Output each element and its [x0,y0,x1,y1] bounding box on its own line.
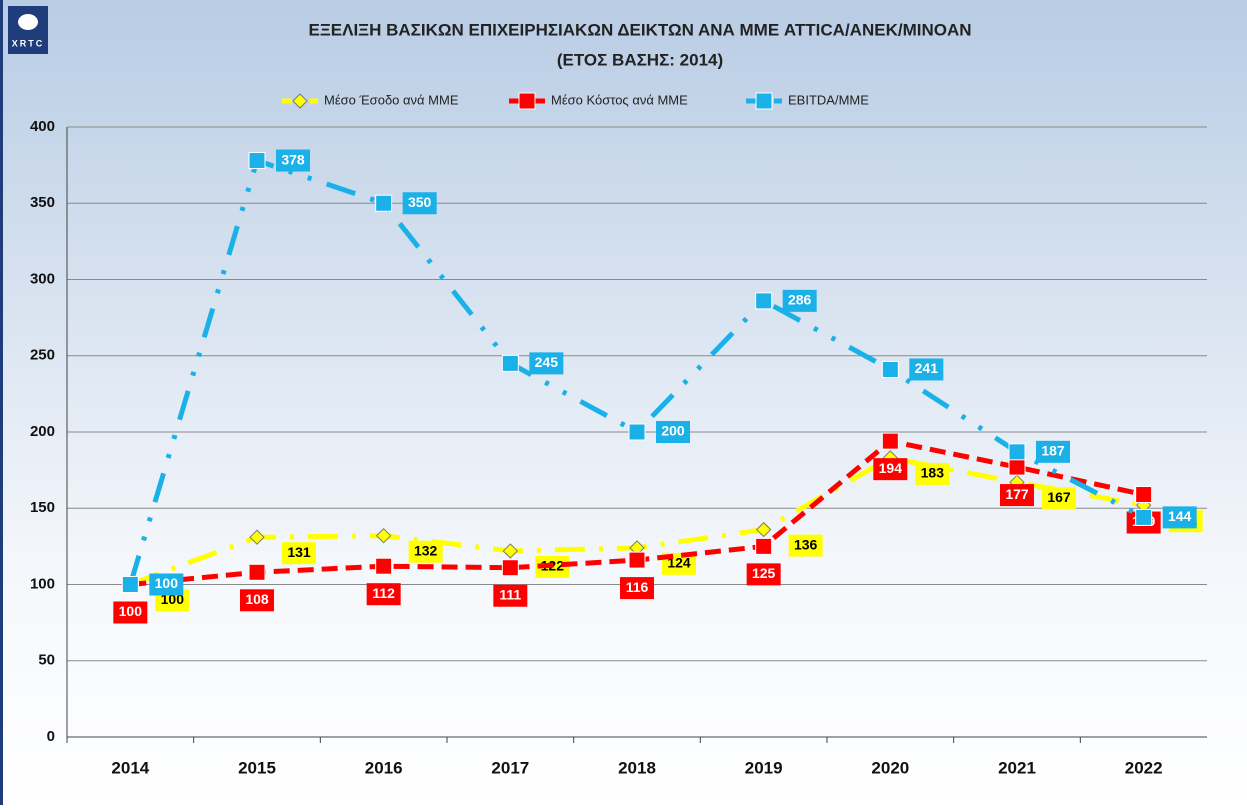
data-label: 131 [287,544,311,560]
label-box [529,352,564,375]
data-label: 112 [372,585,395,601]
data-point [628,551,646,569]
x-tick-label: 2014 [111,758,149,777]
label-box [282,542,316,565]
y-tick-label: 400 [30,118,55,135]
data-point [248,152,266,170]
data-point [755,292,773,310]
legend-label: Μέσο Κόστος ανά ΜΜΕ [551,92,688,107]
label-box [276,149,310,172]
label-box [656,421,690,443]
label-box [1162,506,1197,529]
x-tick-label: 2019 [745,758,783,777]
data-label: 286 [788,292,812,308]
data-label: 194 [879,460,903,476]
x-tick-label: 2020 [871,758,909,777]
data-point [501,354,519,372]
label-box [915,462,950,485]
label-box [873,458,908,481]
data-label: 144 [1168,508,1192,524]
data-label: 100 [119,603,143,619]
y-tick-label: 350 [30,194,55,211]
chart-subtitle: (ΕΤΟΣ ΒΑΣΗΣ: 2014) [557,50,723,69]
data-label: 108 [245,591,269,607]
label-box [402,192,437,215]
data-point [375,557,393,575]
data-label: 100 [155,575,179,591]
label-box [493,584,528,607]
data-point [249,529,265,545]
data-point [881,432,899,450]
data-point [121,576,139,593]
x-tick-label: 2017 [491,758,529,777]
label-box [149,573,184,596]
label-box [408,540,443,563]
label-box [1000,484,1034,507]
data-point [1008,458,1026,476]
label-box [1042,487,1076,510]
y-tick-label: 150 [30,499,55,516]
data-label: 378 [281,151,305,167]
x-tick-label: 2021 [998,758,1036,777]
data-point [755,521,772,538]
legend-label: EBITDA/ΜΜΕ [788,92,869,107]
legend-marker [518,92,536,110]
data-label: 187 [1041,443,1065,459]
data-label: 136 [794,536,818,552]
data-label: 183 [921,465,945,481]
data-point [1135,508,1153,526]
legend-label: Μέσο Έσοδο ανά ΜΜΕ [324,92,459,107]
label-box [240,589,274,612]
label-box [788,534,823,557]
label-box [113,601,148,624]
data-point [248,563,266,581]
data-point [628,423,646,441]
x-tick-label: 2018 [618,758,656,777]
data-label: 241 [915,360,939,376]
data-point [375,194,393,212]
y-tick-label: 300 [30,270,55,287]
data-label: 132 [414,542,438,558]
data-label: 167 [1047,489,1071,505]
logo-text: XRTC [12,38,45,48]
data-label: 350 [408,194,432,210]
legend-marker [292,93,308,109]
x-tick-label: 2016 [365,758,403,777]
x-tick-label: 2022 [1125,758,1163,777]
data-label: 245 [535,354,559,370]
data-label: 177 [1005,486,1029,502]
y-tick-label: 200 [30,423,55,440]
data-label: 125 [752,565,776,581]
label-box [1036,440,1070,463]
legend-marker [755,92,773,110]
border [0,0,3,805]
data-point [755,537,773,555]
data-label: 200 [661,423,685,439]
y-tick-label: 50 [38,652,55,669]
y-tick-label: 100 [30,575,55,592]
chart-title: ΕΞΕΛΙΞΗ ΒΑΣΙΚΩΝ ΕΠΙΧΕΙΡΗΣΙΑΚΩΝ ΔΕΙΚΤΩΝ Α… [308,20,971,39]
data-point [375,527,392,544]
label-box [746,563,781,586]
data-point [1008,443,1026,461]
data-label: 116 [626,579,649,595]
data-point [881,360,899,378]
data-point [501,559,519,577]
x-tick-label: 2015 [238,758,276,777]
label-box [366,583,401,606]
label-box [782,289,817,312]
y-tick-label: 250 [30,347,55,364]
data-point [502,543,519,559]
y-tick-label: 0 [47,728,55,745]
label-box [620,577,654,600]
label-box [909,358,944,381]
data-point [1135,486,1153,504]
data-label: 111 [499,586,521,602]
logo-icon [18,14,38,30]
